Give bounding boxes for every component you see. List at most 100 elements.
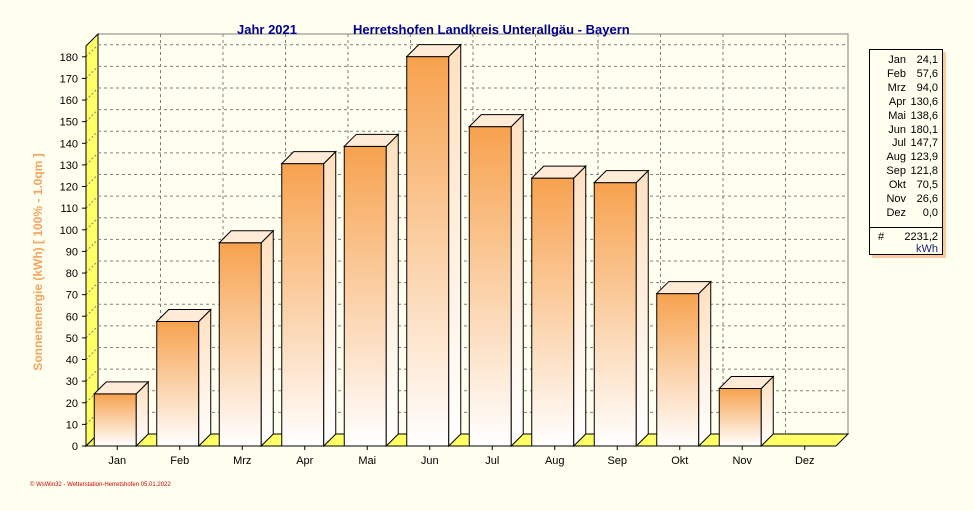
chart-title-location: Herretshofen Landkreis Unterallgäu - Bay… [353,22,630,37]
bar-front [531,177,575,447]
legend-row: Nov 26,6 [870,193,942,207]
x-tick-label: Mrz [233,455,251,467]
grid-line-side [85,390,99,404]
legend-row: Mai 138,6 [870,110,942,124]
y-tick-label: 110 [60,203,78,215]
y-axis-label: Sonnenenergie (kWh) [ 100% - 1.0qm ] [31,153,45,371]
bar-top [718,375,775,389]
grid-line-side [85,152,99,166]
grid-line-side [85,174,99,187]
bar-top [93,381,150,395]
legend-total-value: 2231,2 [904,231,938,243]
bar-Mai [343,133,400,448]
y-tick-label: 70 [66,290,78,302]
y-tick-label: 120 [60,182,78,194]
y-tick-label: 160 [60,95,78,107]
bar-top [593,170,650,184]
grid-line-side [85,66,99,79]
legend-row: Aug 123,9 [870,151,942,165]
legend-month: Feb [887,67,906,80]
legend-month: Aug [886,151,906,164]
legend-row: Mrz 94,0 [870,82,942,96]
grid-line-side [85,130,99,144]
y-tick-label: 10 [66,419,78,431]
x-tick-label: Aug [545,455,565,467]
bar-Aug [530,164,587,448]
legend-total-mark: # [878,231,885,243]
y-tick-label: 50 [66,333,78,345]
bar-top [405,44,462,58]
grid-line-side [85,368,99,382]
legend-month: Jan [888,54,906,66]
bar-top [343,133,400,147]
bar-Jun [405,43,462,448]
bar-top [280,151,337,165]
grid-line-side [85,260,99,274]
legend-value: 147,7 [910,137,938,150]
x-tick-label: Jul [485,455,499,467]
legend-value: 121,8 [910,165,938,178]
legend-value: 57,6 [916,67,938,80]
x-tick-label: Okt [671,455,688,467]
legend-total-unit: kWh [916,243,938,255]
legend-value: 138,6 [910,109,938,122]
legend-row: Jul 147,7 [870,137,942,151]
legend-value: 130,6 [910,95,938,108]
legend-month: Dez [886,206,906,219]
x-tick-label: Mai [358,455,376,467]
legend-row: Sep 121,8 [870,165,942,179]
bar-side [323,150,337,448]
bar-side [198,308,212,448]
legend-month: Sep [886,165,906,178]
bar-side [635,169,649,448]
x-tick-label: Sep [607,455,627,467]
bar-side [260,229,274,448]
legend-value: 26,6 [916,193,938,205]
grid-line-side [85,44,99,58]
legend-value: 94,0 [916,81,938,94]
bar-front [218,242,262,447]
x-tick-label: Jun [421,455,439,467]
bar-front [406,56,450,447]
grid-line-side [85,303,99,317]
bar-Feb [155,308,212,448]
y-tick-label: 60 [66,311,78,323]
chart-title-year: Jahr 2021 [237,22,297,37]
bar-side [573,164,587,448]
bar-front [656,293,700,447]
grid-line-side [85,217,99,231]
bar-side [510,113,524,448]
bar-front [281,163,325,447]
y-tick-label: 90 [66,246,78,258]
legend-month: Mrz [887,81,906,94]
legend-month: Jun [888,123,906,136]
grid-line-side [85,412,99,425]
bar-top [530,165,587,179]
x-tick-label: Dez [795,455,815,467]
bar-front [156,320,200,447]
legend-row: Dez 0,0 [870,207,942,221]
legend-row: Okt 70,5 [870,179,942,193]
y-tick-label: 0 [72,441,78,453]
x-tick-label: Apr [296,455,313,467]
legend-row: Feb 57,6 [870,68,942,82]
legend-row: Jun 180,1 [870,124,942,138]
value-legend: # 2231,2 kWh Jan 24,1 Feb 57,6 Mrz 94,0 Apr 130… [869,49,943,255]
legend-row: Jan 24,1 [870,54,942,68]
bar-Sep [593,169,650,448]
legend-month: Mai [888,109,906,122]
y-tick-label: 170 [60,73,78,85]
y-tick-label: 180 [60,52,78,64]
y-tick-label: 100 [60,225,78,237]
y-tick-label: 140 [60,138,78,150]
bar-Apr [280,150,337,448]
grid-line-side [85,239,99,252]
y-tick-label: 150 [60,117,78,129]
bar-front [718,387,762,447]
bar-front [343,145,387,447]
left-wall [85,32,99,448]
grid-line-side [85,109,99,123]
grid-line-side [85,325,99,339]
legend-separator [870,227,942,228]
